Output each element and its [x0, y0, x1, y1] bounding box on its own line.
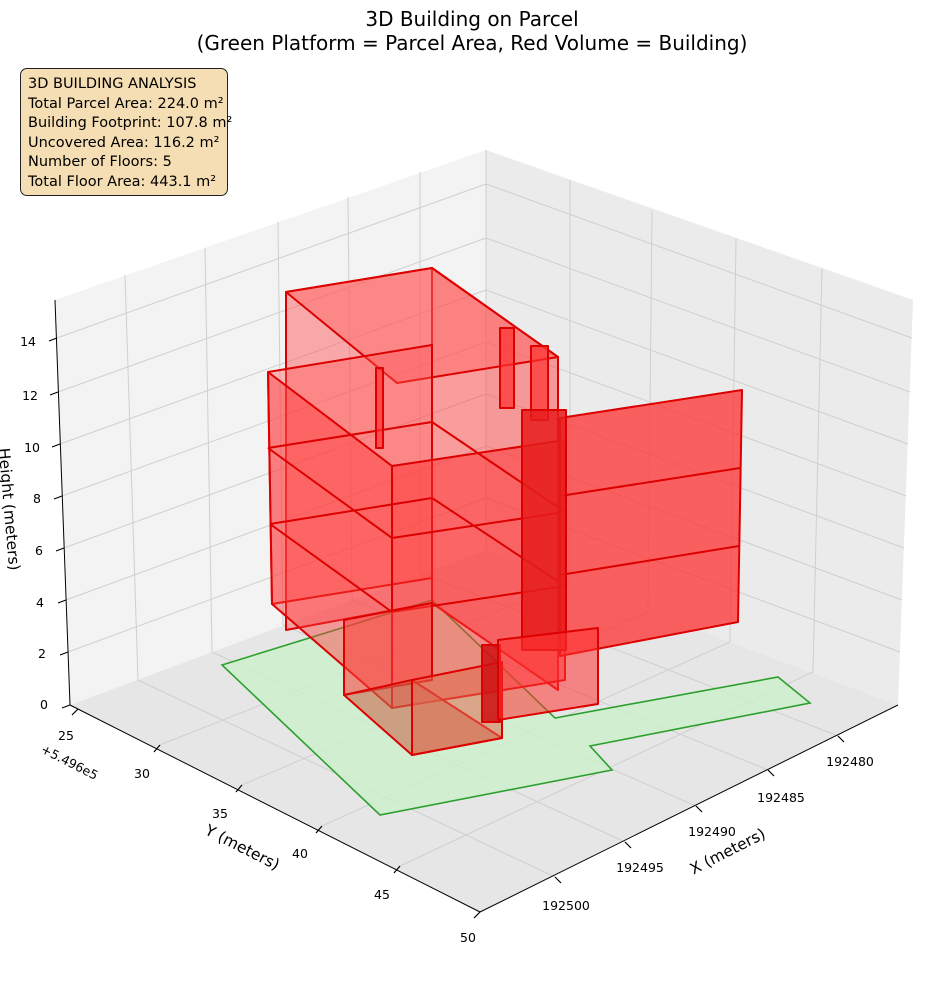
grid-line [485, 183, 913, 339]
y-tick-mark [473, 911, 481, 919]
x-tick-mark [624, 841, 632, 849]
grid-line [485, 237, 911, 393]
z-tick-label: 10 [24, 440, 40, 455]
x-tick-mark [695, 805, 703, 813]
building-volume [267, 267, 743, 756]
y-tick-label: 30 [134, 766, 150, 781]
info-line-parcel-area: Total Parcel Area: 224.0 m² [28, 95, 224, 112]
info-line-floor-area: Total Floor Area: 443.1 m² [28, 173, 217, 190]
y-offset-label: +5.496e5 [39, 741, 101, 782]
z-axis-label: Height (meters) [0, 447, 23, 571]
grid-line [485, 289, 909, 445]
z-tick-label: 12 [22, 388, 38, 403]
z-tick-label: 6 [35, 543, 43, 558]
z-tick-label: 2 [38, 646, 46, 661]
y-tick-marks [71, 708, 481, 919]
chart-subtitle: (Green Platform = Parcel Area, Red Volum… [196, 31, 748, 55]
y-tick-label: 45 [374, 887, 390, 902]
x-tick-marks [554, 735, 845, 884]
floor-line [559, 545, 740, 576]
building-face [285, 267, 559, 384]
grid-line [277, 221, 284, 626]
grid-line [204, 247, 213, 653]
z-tick-mark [53, 495, 63, 500]
z-tick-label: 4 [36, 595, 44, 610]
info-box-heading: 3D BUILDING ANALYSIS [28, 76, 197, 92]
floor-line [269, 497, 433, 525]
z-tick-mark [57, 599, 67, 604]
grid-line [812, 267, 823, 673]
x-tick-label: 192495 [616, 860, 664, 875]
grid-line [124, 274, 139, 681]
z-tick-mark [51, 443, 61, 448]
y-tick-label: 35 [212, 806, 228, 821]
building-face [499, 327, 515, 409]
y-tick-label: 25 [58, 728, 74, 743]
building-face [481, 644, 501, 723]
x-axis-line [479, 704, 899, 913]
z-tick-mark [48, 337, 58, 342]
info-line-floors: Number of Floors: 5 [28, 154, 172, 170]
grid-line [347, 196, 353, 601]
floor-line [269, 523, 393, 613]
chart-title: 3D Building on Parcel [365, 7, 579, 31]
floor-line [267, 447, 393, 539]
z-tick-label: 8 [33, 491, 41, 506]
y-tick-mark [235, 784, 243, 793]
y-tick-mark [153, 744, 161, 753]
building-face [411, 661, 503, 756]
building-face [375, 367, 384, 449]
grid-line [56, 183, 487, 339]
z-tick-mark [49, 391, 59, 396]
x-tick-label: 192500 [542, 898, 590, 913]
grid-line [57, 237, 487, 393]
x-tick-label: 192490 [688, 824, 736, 839]
z-tick-mark [55, 547, 65, 552]
y-tick-mark [71, 708, 79, 716]
y-tick-label: 50 [460, 930, 476, 945]
y-tick-mark [315, 825, 323, 834]
z-tick-mark [61, 704, 71, 709]
y-tick-label: 40 [292, 846, 308, 861]
x-tick-label: 192480 [826, 754, 874, 769]
x-tick-mark [837, 735, 845, 743]
z-tick-label: 14 [20, 334, 36, 349]
building-face [497, 627, 599, 721]
z-axis-line [54, 299, 71, 706]
building-face [530, 345, 549, 421]
analysis-info-box: 3D BUILDING ANALYSIS Total Parcel Area: … [20, 68, 233, 196]
info-line-footprint: Building Footprint: 107.8 m² [28, 115, 233, 131]
z-tick-mark [59, 651, 69, 656]
y-axis-label: Y (meters) [201, 821, 282, 874]
info-line-uncovered: Uncovered Area: 116.2 m² [28, 134, 220, 151]
z-tick-label: 0 [40, 697, 48, 712]
building-face [521, 409, 567, 651]
building-face [559, 389, 743, 657]
y-axis-line [69, 704, 481, 913]
floor-line [559, 467, 741, 497]
y-tick-mark [393, 865, 401, 874]
z-tick-marks [48, 337, 71, 709]
x-tick-label: 192485 [757, 790, 805, 805]
x-tick-mark [767, 769, 775, 777]
floor-line [267, 421, 433, 449]
x-tick-mark [554, 876, 562, 884]
grid-line [63, 393, 487, 549]
